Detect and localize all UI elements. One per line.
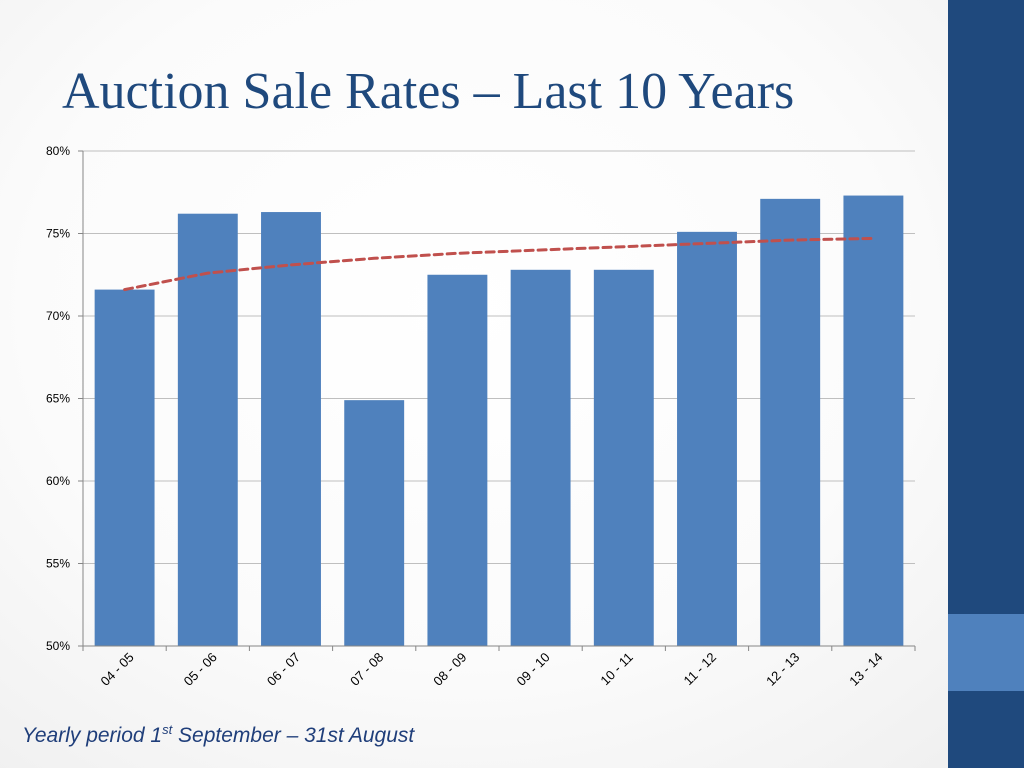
y-tick-label: 80%	[46, 144, 70, 158]
bar	[94, 289, 155, 646]
bar	[427, 274, 488, 646]
y-tick-label: 55%	[46, 557, 70, 571]
bar	[677, 231, 737, 646]
slide-title: Auction Sale Rates – Last 10 Years	[62, 63, 795, 120]
x-tick-label: 12 - 13	[763, 650, 802, 689]
axes	[78, 150, 916, 651]
bar	[760, 198, 821, 646]
x-tick-label: 11 - 12	[681, 650, 720, 689]
bar	[261, 212, 321, 647]
bar	[344, 400, 405, 646]
y-tick-label: 70%	[46, 309, 70, 323]
x-tick-label: 07 - 08	[347, 650, 386, 689]
y-tick-label: 60%	[46, 474, 70, 488]
side-band-accent	[948, 614, 1024, 691]
x-tick-label: 10 - 11	[597, 650, 636, 689]
bar	[177, 213, 238, 646]
bar	[593, 269, 654, 646]
bar	[510, 269, 571, 646]
y-tick-label: 50%	[46, 639, 70, 653]
x-tick-label: 06 - 07	[264, 650, 303, 689]
x-tick-label: 13 - 14	[846, 650, 885, 689]
footnote-text: Yearly period 1	[22, 724, 163, 747]
footnote-superscript: st	[162, 722, 173, 737]
trendline-path	[123, 236, 875, 292]
footnote-text-end: September – 31st August	[172, 724, 415, 747]
footnote: Yearly period 1st September – 31st Augus…	[22, 722, 414, 748]
bar	[843, 195, 904, 647]
x-tick-label: 04 - 05	[97, 650, 136, 689]
x-tick-label: 09 - 10	[513, 650, 552, 689]
x-tick-label: 05 - 06	[181, 650, 220, 689]
x-tick-label: 08 - 09	[430, 650, 469, 689]
y-tick-label: 65%	[46, 392, 70, 406]
bars	[94, 195, 904, 647]
y-tick-label: 75%	[46, 227, 70, 241]
trendline	[123, 236, 875, 292]
